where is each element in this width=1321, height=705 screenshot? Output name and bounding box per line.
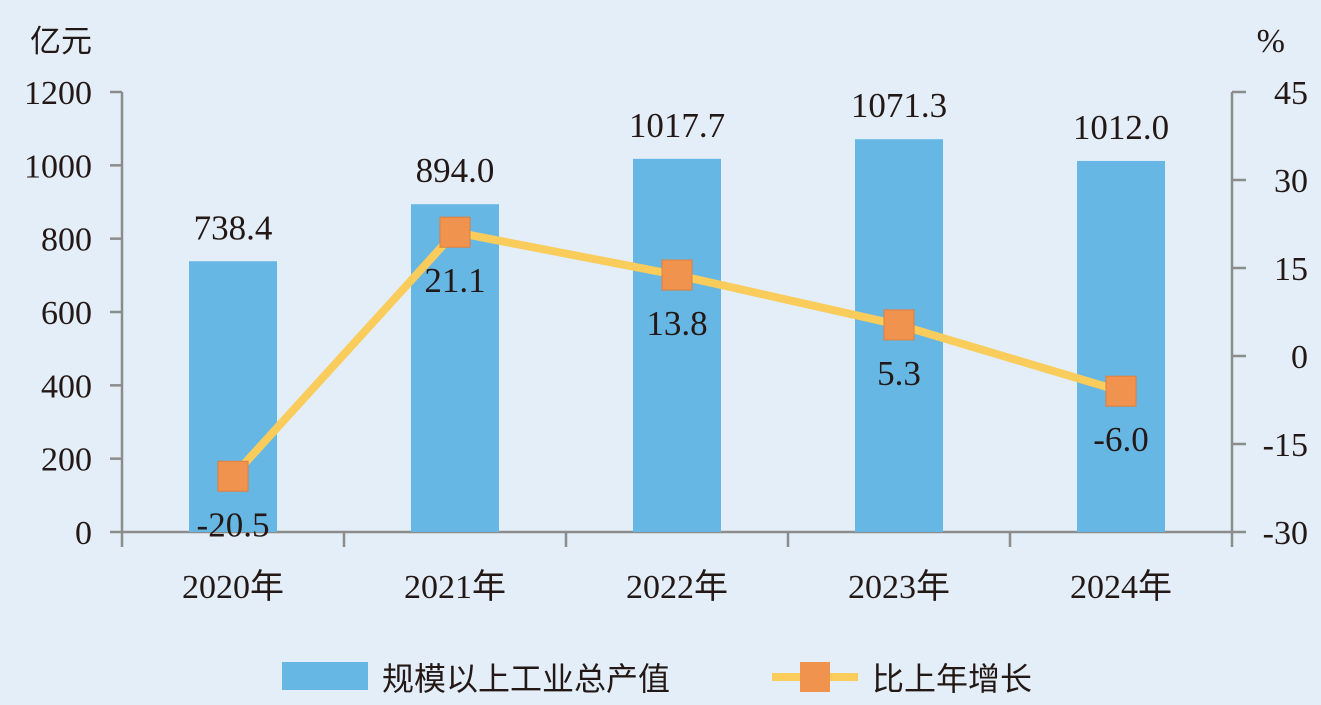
line-point	[661, 259, 693, 291]
left-tick-label: 200	[41, 442, 92, 479]
legend-label-bar: 规模以上工业总产值	[382, 660, 670, 698]
line-point	[439, 216, 471, 248]
right-tick-label: -15	[1263, 427, 1308, 464]
right-tick-label: -30	[1263, 515, 1308, 552]
x-tick-label: 2024年	[1070, 568, 1172, 606]
left-tick-label: 0	[75, 515, 92, 552]
x-tick-label: 2023年	[848, 568, 950, 606]
bar	[1077, 160, 1165, 532]
line-value-label: 21.1	[424, 261, 485, 300]
left-tick-label: 400	[41, 368, 92, 405]
legend: 规模以上工业总产值 比上年增长	[282, 660, 1032, 698]
bar	[633, 158, 721, 533]
line-value-label: 5.3	[877, 354, 921, 393]
line-value-label: -20.5	[197, 505, 270, 544]
right-axis-unit: %	[1257, 23, 1285, 60]
x-tick-label: 2022年	[626, 568, 728, 606]
line-value-label: 13.8	[646, 304, 707, 343]
legend-swatch-bar	[282, 662, 368, 690]
x-tick-label: 2020年	[182, 568, 284, 606]
x-tick-label: 2021年	[404, 568, 506, 606]
bar-series	[189, 139, 1165, 533]
line-series	[217, 216, 1137, 492]
right-tick-label: 30	[1274, 163, 1308, 200]
line-point	[217, 460, 249, 492]
bar-value-label: 1012.0	[1073, 108, 1169, 147]
bar	[411, 204, 499, 532]
bar-value-label: 894.0	[416, 151, 495, 190]
right-tick-label: 0	[1291, 339, 1308, 376]
data-labels: 738.4 894.0 1017.7 1071.3 1012.0 -20.5 21.1 13.…	[194, 86, 1170, 544]
legend-swatch-marker	[800, 662, 830, 692]
chart-axes: 0 200 400 600 800 1000 1200 -30 -15 0 15 30 45 亿元 % 202…	[24, 23, 1308, 606]
left-tick-label: 1000	[24, 148, 92, 185]
bar-value-label: 1017.7	[629, 106, 725, 145]
left-tick-label: 800	[41, 222, 92, 259]
right-tick-label: 15	[1274, 251, 1308, 288]
bar-value-label: 1071.3	[851, 86, 947, 125]
line-value-label: -6.0	[1093, 420, 1148, 459]
left-tick-label: 600	[41, 295, 92, 332]
bar-value-label: 738.4	[194, 208, 273, 247]
right-tick-label: 45	[1274, 75, 1308, 112]
left-tick-label: 1200	[24, 75, 92, 112]
line-point	[883, 309, 915, 341]
legend-label-line: 比上年增长	[872, 660, 1032, 698]
line-point	[1105, 375, 1137, 407]
left-axis-unit: 亿元	[30, 24, 92, 60]
